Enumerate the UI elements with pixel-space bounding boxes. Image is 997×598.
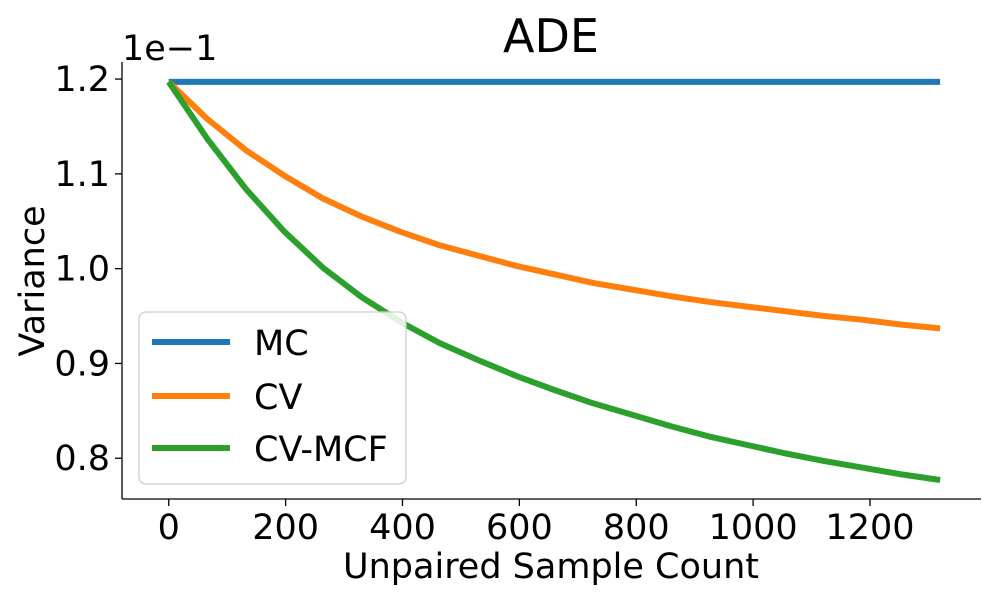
x-axis-label: Unpaired Sample Count bbox=[343, 547, 759, 587]
legend-label-mc: MC bbox=[254, 324, 309, 364]
legend-box bbox=[138, 311, 407, 485]
x-tick-label: 200 bbox=[252, 508, 319, 548]
series-line-cv bbox=[166, 79, 941, 332]
x-tick-label: 400 bbox=[369, 508, 436, 548]
legend-label-cv-mcf: CV-MCF bbox=[254, 430, 388, 470]
y-tick-label: 1.1 bbox=[54, 155, 110, 195]
chart-title: ADE bbox=[503, 9, 599, 63]
x-tick-label: 0 bbox=[158, 508, 180, 548]
y-tick-label: 0.9 bbox=[54, 344, 110, 384]
legend-label-cv: CV bbox=[254, 378, 302, 418]
y-tick-label: 0.8 bbox=[54, 439, 110, 479]
x-tick-label: 600 bbox=[486, 508, 553, 548]
y-ticks: 0.8 0.9 1.0 1.1 1.2 bbox=[54, 60, 122, 479]
y-tick-label: 1.0 bbox=[54, 250, 110, 290]
series-layer bbox=[166, 78, 941, 483]
y-axis-offset-label: 1e−1 bbox=[122, 29, 217, 69]
y-tick-label: 1.2 bbox=[54, 60, 110, 100]
y-axis-label: Variance bbox=[13, 205, 53, 356]
x-ticks: 0 200 400 600 800 1000 1200 bbox=[158, 499, 915, 548]
x-tick-label: 800 bbox=[603, 508, 670, 548]
x-tick-label: 1200 bbox=[825, 508, 914, 548]
series-line-cv-mcf bbox=[166, 80, 941, 483]
legend: MC CV CV-MCF bbox=[138, 311, 407, 485]
x-tick-label: 1000 bbox=[709, 508, 798, 548]
